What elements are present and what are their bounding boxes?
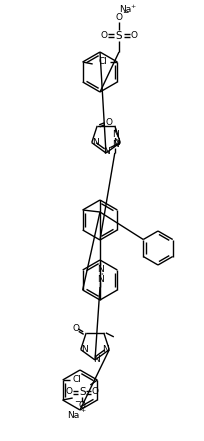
Text: Cl: Cl (99, 57, 108, 67)
Text: N: N (92, 138, 99, 147)
Text: N: N (98, 274, 104, 284)
Text: N: N (112, 140, 119, 149)
Text: +: + (130, 4, 136, 8)
Text: N: N (81, 345, 88, 354)
Text: Na: Na (67, 411, 79, 419)
Text: O: O (66, 388, 73, 396)
Text: O: O (106, 118, 113, 127)
Text: O: O (131, 31, 137, 41)
Text: Na: Na (119, 4, 131, 14)
Text: +: + (81, 408, 86, 414)
Text: O: O (101, 31, 108, 41)
Text: O: O (115, 12, 122, 22)
Text: N: N (93, 355, 99, 363)
Text: O: O (79, 401, 86, 411)
Text: O: O (73, 325, 80, 333)
Text: −: − (74, 397, 81, 407)
Text: −: − (122, 8, 128, 18)
Text: N: N (112, 131, 119, 139)
Text: S: S (79, 387, 86, 397)
Text: N: N (102, 345, 109, 354)
Text: N: N (98, 265, 104, 273)
Text: N: N (104, 147, 110, 157)
Text: O: O (92, 388, 99, 396)
Text: S: S (116, 31, 122, 41)
Text: Cl: Cl (72, 375, 81, 385)
Text: N: N (113, 138, 120, 147)
